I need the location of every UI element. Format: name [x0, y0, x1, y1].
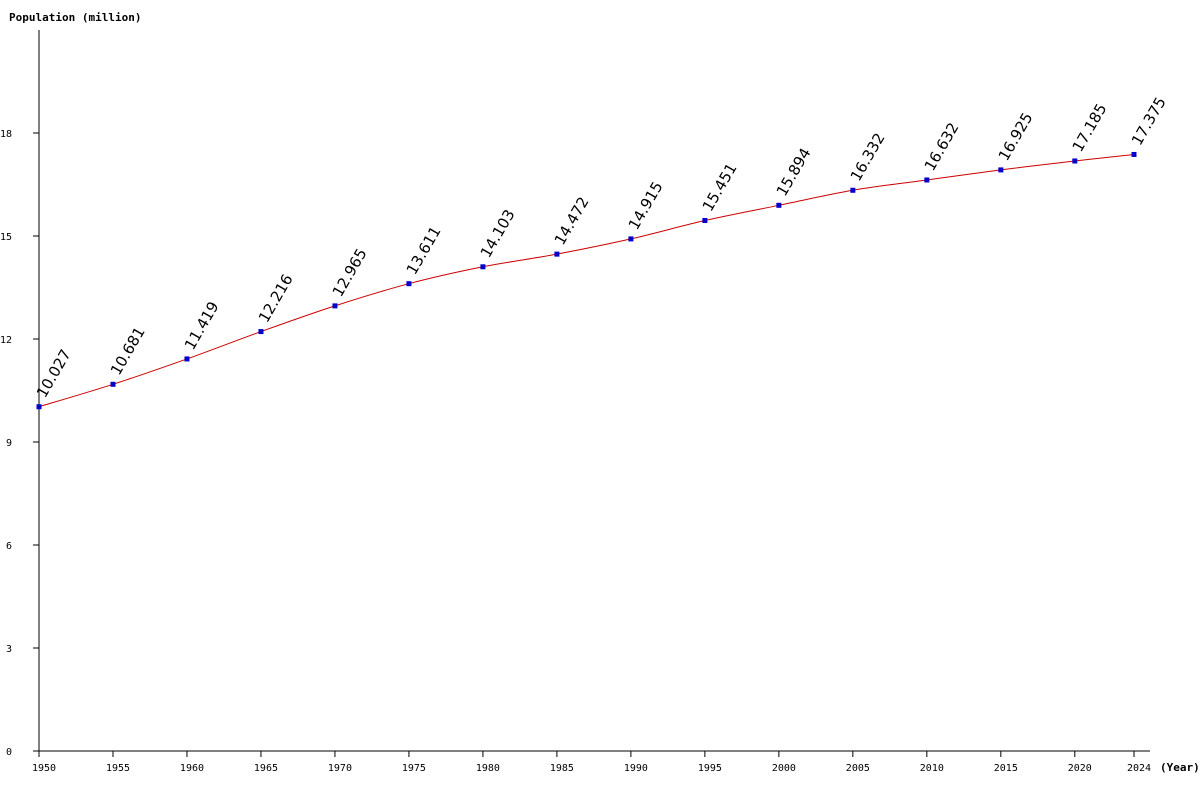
x-tick-label: 1950 — [32, 763, 56, 774]
data-point-label: 10.681 — [107, 324, 149, 378]
x-tick-label: 1980 — [476, 763, 500, 774]
y-tick-label: 9 — [6, 438, 12, 449]
data-point-label: 17.185 — [1069, 101, 1111, 155]
x-tick-label: 1985 — [550, 763, 574, 774]
y-tick-label: 0 — [6, 747, 12, 758]
data-point-marker — [110, 381, 116, 387]
y-tick-label: 6 — [6, 541, 12, 552]
data-point-marker — [776, 202, 782, 208]
data-point-label: 14.915 — [625, 178, 667, 232]
data-point-label: 11.419 — [181, 298, 223, 352]
data-point-marker — [480, 264, 486, 270]
x-tick-label: 1970 — [328, 763, 352, 774]
x-tick-label: 1960 — [180, 763, 204, 774]
x-tick-label: 1965 — [254, 763, 278, 774]
data-point-marker — [406, 281, 412, 287]
data-point-marker — [184, 356, 190, 362]
data-point-label: 12.965 — [329, 245, 371, 299]
data-point-label: 15.894 — [773, 145, 815, 199]
x-tick-label: 2010 — [920, 763, 944, 774]
x-tick-label: 1975 — [402, 763, 426, 774]
x-tick-label: 1955 — [106, 763, 130, 774]
data-point-marker — [702, 218, 708, 224]
x-tick-label: 1995 — [698, 763, 722, 774]
data-point-label: 16.632 — [921, 120, 963, 174]
x-tick-label: 2000 — [772, 763, 796, 774]
data-point-label: 14.472 — [551, 194, 593, 248]
data-point-marker — [924, 177, 930, 183]
y-tick-label: 3 — [6, 644, 12, 655]
y-tick-label: 15 — [0, 232, 12, 243]
data-point-marker — [998, 167, 1004, 173]
data-point-marker — [554, 251, 560, 257]
y-ticks: 0 3 6 9 12 15 18 — [0, 129, 39, 758]
data-point-marker — [850, 187, 856, 193]
data-point-label: 15.451 — [699, 160, 741, 214]
data-point-marker — [332, 303, 338, 309]
data-markers — [36, 151, 1137, 410]
data-point-marker — [1072, 158, 1078, 164]
data-point-label: 16.332 — [847, 130, 889, 184]
x-axis-title: (Year) — [1160, 761, 1200, 774]
data-point-label: 13.611 — [403, 223, 445, 277]
population-line — [38, 153, 1135, 408]
x-tick-label: 2005 — [846, 763, 870, 774]
y-tick-label: 12 — [0, 335, 12, 346]
data-point-marker — [258, 329, 264, 335]
data-point-label: 17.375 — [1128, 94, 1170, 148]
x-tick-label: 1990 — [624, 763, 648, 774]
data-point-marker — [36, 404, 42, 410]
data-point-marker — [1131, 151, 1137, 157]
y-axis-title: Population (million) — [9, 11, 141, 24]
data-point-label: 14.103 — [477, 206, 519, 260]
x-tick-label: 2020 — [1068, 763, 1092, 774]
data-point-label: 16.925 — [995, 109, 1037, 163]
y-tick-label: 18 — [0, 129, 12, 140]
x-tick-label: 2024 — [1127, 763, 1151, 774]
data-point-label: 12.216 — [255, 271, 297, 325]
data-point-marker — [628, 236, 634, 242]
x-tick-label: 2015 — [994, 763, 1018, 774]
x-ticks: 1950 1955 1960 1965 1970 1975 1980 1985 1990 1995… — [32, 751, 1151, 774]
